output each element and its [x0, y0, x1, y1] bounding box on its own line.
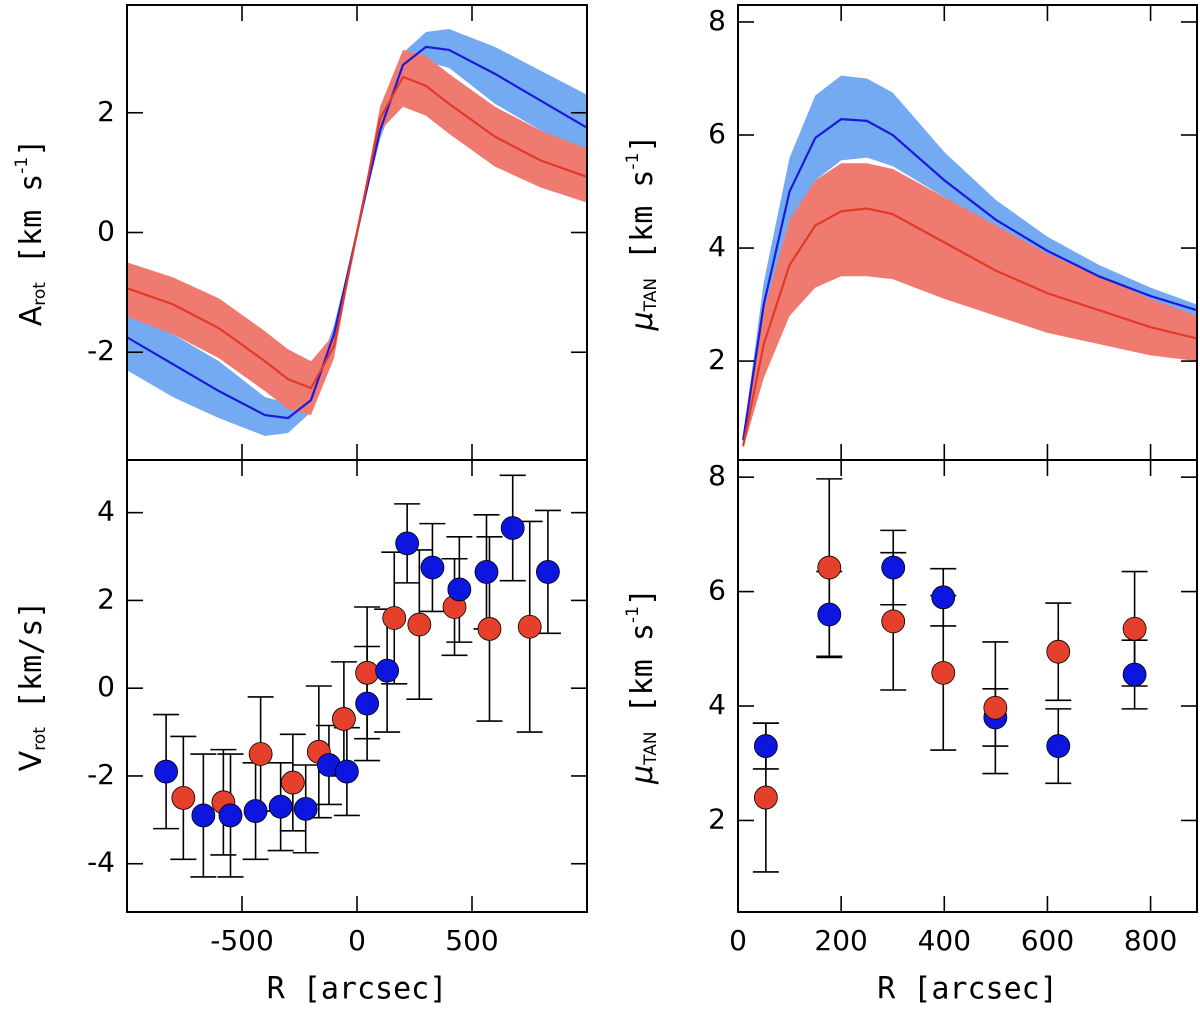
- data-point: [248, 742, 273, 766]
- data-point: [881, 609, 906, 634]
- y-tick-label: -4: [87, 846, 115, 879]
- y-tick-label: 4: [708, 688, 726, 721]
- x-tick-label: 400: [918, 924, 971, 957]
- y-tick-label: 2: [708, 343, 726, 376]
- y-axis-label: Arot [km s-1]: [12, 139, 50, 327]
- x-tick-label: 500: [445, 924, 498, 957]
- data-point: [171, 786, 196, 810]
- y-label-unit: [km s: [14, 174, 49, 282]
- confidence-band: [127, 28, 587, 437]
- data-point: [517, 614, 542, 639]
- model-line: [127, 75, 587, 390]
- y-label-symbol: V: [14, 750, 49, 771]
- data-point: [280, 770, 305, 795]
- y-label-unit: [km s: [625, 170, 660, 278]
- y-label-end: ]: [625, 588, 660, 606]
- y-label-superscript: -1: [623, 606, 643, 623]
- y-label-end: ]: [625, 135, 660, 153]
- y-axis-label: μTAN [km s-1]: [623, 135, 661, 332]
- data-point: [753, 785, 778, 810]
- y-label-unit: [km/s]: [14, 601, 49, 727]
- y-label-superscript: -1: [623, 153, 643, 170]
- data-point: [375, 658, 400, 683]
- confidence-band: [743, 163, 1197, 449]
- data-point: [382, 606, 407, 630]
- data-point: [500, 516, 525, 540]
- plot-frame: [737, 459, 1198, 913]
- y-tick-label: 2: [97, 582, 115, 615]
- y-tick-label: 2: [708, 802, 726, 835]
- data-point: [154, 759, 179, 784]
- plot-area: [742, 75, 1197, 449]
- y-label-end: ]: [14, 139, 49, 157]
- data-point: [931, 585, 956, 610]
- data-point: [407, 612, 432, 637]
- y-axis-label: μTAN [km s-1]: [623, 588, 661, 785]
- data-point: [395, 531, 420, 556]
- y-tick-label: 8: [708, 459, 726, 492]
- y-label-superscript: -1: [12, 157, 32, 174]
- data-point: [447, 577, 472, 602]
- data-point: [983, 695, 1008, 720]
- data-point: [881, 555, 906, 580]
- data-point: [268, 794, 293, 819]
- y-tick-label: 0: [97, 670, 115, 703]
- data-point: [293, 796, 318, 821]
- x-tick-label: 200: [814, 924, 867, 957]
- y-tick-label: 4: [97, 495, 115, 528]
- plot-area: [153, 474, 561, 878]
- y-label-subscript: rot: [30, 282, 50, 306]
- plot-area: [752, 478, 1148, 873]
- y-label-symbol: μ: [625, 311, 660, 331]
- x-tick-label: 0: [348, 924, 366, 957]
- data-point: [1122, 662, 1147, 687]
- y-tick-label: 6: [708, 117, 726, 150]
- data-point: [817, 555, 842, 580]
- y-label-unit: [km s: [625, 623, 660, 731]
- data-point: [474, 560, 499, 584]
- y-label-subscript: rot: [30, 727, 50, 751]
- y-label-symbol: A: [14, 305, 49, 326]
- data-point: [753, 734, 778, 758]
- data-point: [191, 803, 216, 828]
- x-tick-label: -500: [210, 924, 274, 957]
- x-axis-label: R [arcsec]: [267, 972, 448, 1007]
- y-tick-label: 8: [708, 4, 726, 37]
- x-tick-label: 0: [729, 924, 747, 957]
- y-tick-label: -2: [87, 758, 115, 791]
- data-point: [817, 602, 842, 627]
- y-tick-label: 0: [97, 215, 115, 248]
- y-tick-label: 6: [708, 574, 726, 607]
- x-tick-label: 600: [1021, 924, 1074, 957]
- x-tick-label: 800: [1124, 924, 1177, 957]
- confidence-band: [127, 49, 587, 416]
- y-label-subscript: TAN: [641, 731, 661, 765]
- data-point: [1046, 734, 1071, 758]
- plot-area: [127, 28, 587, 437]
- data-point: [218, 803, 243, 828]
- y-label-subscript: TAN: [641, 278, 661, 312]
- data-point: [477, 617, 502, 641]
- data-point: [420, 555, 445, 580]
- y-tick-label: 4: [708, 230, 726, 263]
- y-tick-label: -2: [87, 334, 115, 367]
- data-point: [1122, 616, 1147, 641]
- y-tick-label: 2: [97, 95, 115, 128]
- data-point: [931, 660, 956, 685]
- y-axis-label: Vrot [km/s]: [14, 601, 51, 772]
- y-label-symbol: μ: [625, 765, 660, 785]
- data-point: [331, 707, 356, 731]
- data-point: [334, 759, 359, 784]
- data-point: [355, 691, 380, 716]
- model-line: [742, 207, 1197, 447]
- data-point: [1046, 639, 1071, 664]
- data-point: [536, 560, 560, 584]
- x-axis-label: R [arcsec]: [877, 972, 1058, 1007]
- data-point: [243, 799, 268, 823]
- model-line: [742, 118, 1197, 441]
- data-point: [355, 660, 380, 685]
